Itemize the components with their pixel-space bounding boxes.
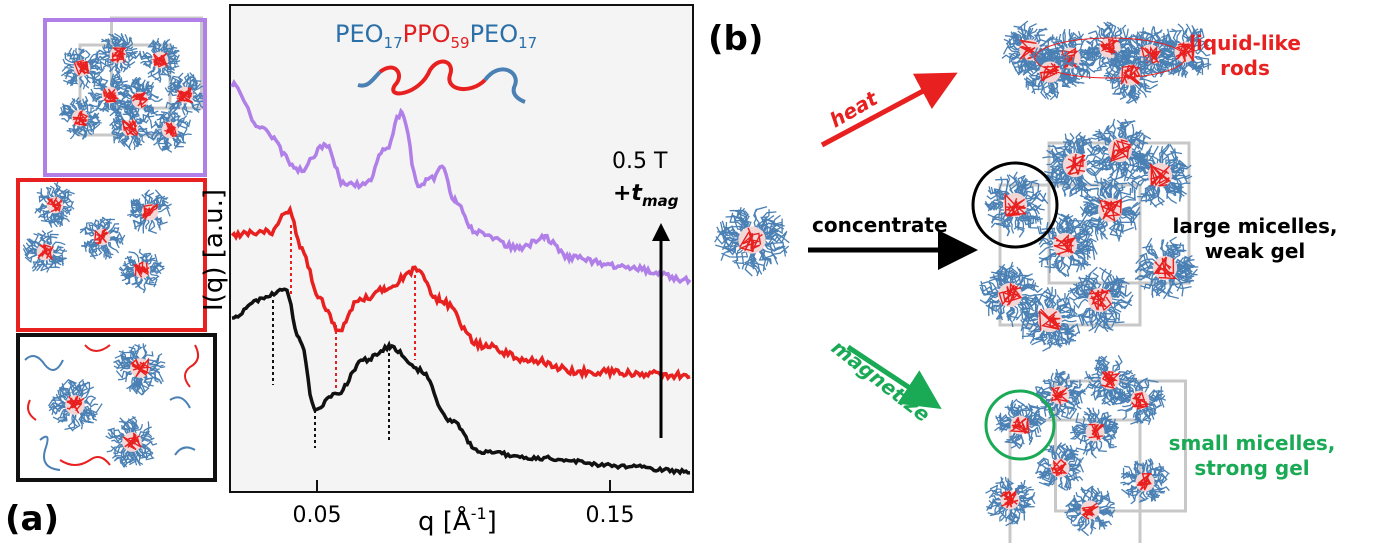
- free-chain: [185, 345, 198, 387]
- corona-chain: [1171, 278, 1183, 297]
- corona-chain: [1074, 432, 1086, 433]
- concentrate-label: concentrate: [812, 213, 948, 237]
- time-prefix: +t: [613, 181, 643, 206]
- x-label-sup: -1: [471, 504, 487, 523]
- micelle: [118, 77, 163, 120]
- micelle: [35, 182, 75, 228]
- micelle: [127, 190, 171, 234]
- x-label-end: ]: [487, 507, 497, 537]
- micelle: [23, 231, 67, 273]
- title-part: PEO: [335, 20, 384, 48]
- micelle: [986, 477, 1035, 526]
- free-chain: [85, 345, 110, 351]
- corona-chain: [1073, 299, 1089, 308]
- x-label-text: q [Å: [418, 505, 471, 537]
- time-sub: mag: [642, 192, 679, 210]
- corona-chain: [1058, 443, 1062, 460]
- rods-label: rods: [1220, 56, 1270, 80]
- small-label: small micelles,: [1169, 431, 1336, 455]
- micelle: [113, 343, 165, 395]
- micelle: [106, 416, 157, 467]
- micelle: [1068, 267, 1133, 333]
- corona-chain: [129, 136, 132, 149]
- micelle: [80, 217, 125, 260]
- title-sub: 17: [384, 34, 403, 52]
- corona-chain: [148, 99, 163, 102]
- panel-label: (a): [5, 499, 59, 539]
- corona-chain: [85, 50, 90, 61]
- micelle: [1036, 369, 1086, 420]
- rods-label: liquid-like: [1189, 31, 1301, 55]
- micelle: [48, 379, 102, 431]
- field-label: 0.5 T: [612, 149, 668, 174]
- micelle: [715, 207, 790, 276]
- corona-chain: [141, 442, 153, 446]
- corona-chain: [125, 56, 136, 61]
- x-tick-label: 0.05: [293, 503, 342, 528]
- small-label: strong gel: [1194, 456, 1309, 480]
- large-label: weak gel: [1205, 239, 1306, 263]
- y-label: I(q) [a.u.]: [199, 189, 229, 311]
- corona-chain: [72, 98, 77, 111]
- magnetize-label: magnetize: [827, 335, 935, 427]
- micelle: [110, 107, 152, 150]
- corona-chain: [1061, 320, 1076, 322]
- x-label: q [Å-1]: [418, 504, 497, 537]
- corona-chain: [1122, 487, 1138, 495]
- free-chain: [170, 397, 190, 408]
- free-chain: [40, 437, 60, 470]
- free-chain: [28, 400, 36, 420]
- panel-label: (b): [708, 19, 763, 59]
- corona-chain: [1122, 403, 1132, 407]
- corona-chain: [1098, 440, 1107, 451]
- title-part: PPO: [403, 20, 451, 48]
- x-tick-label: 0.15: [586, 503, 635, 528]
- micelle: [1120, 458, 1169, 504]
- title-sub: 59: [450, 34, 469, 52]
- micelle: [1070, 408, 1118, 459]
- corona-chain: [149, 220, 156, 234]
- corona-chain: [988, 211, 1006, 217]
- title-part: PEO: [470, 20, 519, 48]
- micelle: [995, 399, 1046, 449]
- corona-chain: [1025, 432, 1032, 445]
- micelle: [147, 111, 191, 152]
- corona-chain: [61, 118, 72, 122]
- micelle: [1065, 486, 1116, 536]
- free-chain: [60, 457, 110, 465]
- title-sub: 17: [518, 34, 537, 52]
- free-chain: [25, 356, 63, 370]
- micelle: [1038, 213, 1098, 276]
- corona-chain: [146, 219, 149, 229]
- plot-title: PEO17PPO59PEO17: [335, 20, 537, 52]
- large-label: large micelles,: [1173, 214, 1338, 238]
- free-chain: [175, 447, 195, 455]
- micelle: [119, 249, 165, 293]
